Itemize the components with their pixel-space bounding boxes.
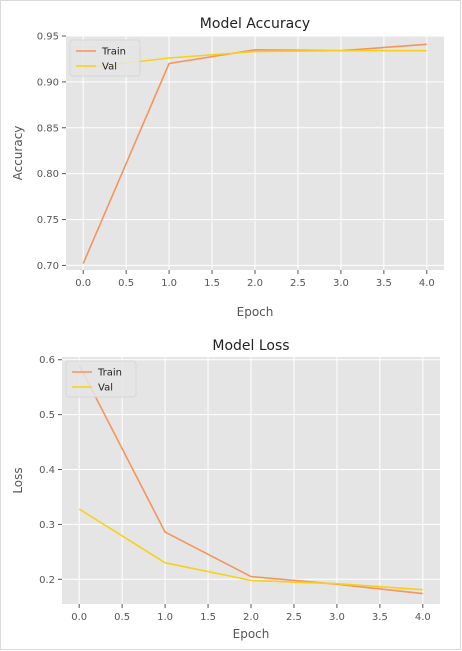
y-tick-label: 0.75 <box>37 215 59 226</box>
chart-1: 0.0 0.5 1.0 1.5 2.0 2.5 3.0 3.5 4.0 0.70 0.75 0.80 0… <box>11 16 444 319</box>
chart-2: 0.0 0.5 1.0 1.5 2.0 2.5 3.0 3.5 4.0 0.2 0.3 0.4 0.5 0… <box>11 338 440 641</box>
y-tick-label: 0.3 <box>39 520 55 531</box>
x-tick-label: 0.0 <box>75 278 91 289</box>
x-axis-label: Epoch <box>233 627 270 641</box>
legend-label-train: Train <box>101 47 126 58</box>
y-tick-label: 0.6 <box>39 355 55 366</box>
y-tick-label: 0.90 <box>37 77 59 88</box>
x-tick-label: 1.5 <box>200 612 216 623</box>
x-tick-label: 4.0 <box>419 278 435 289</box>
x-tick-label: 1.5 <box>204 278 220 289</box>
legend-label-val: Val <box>102 62 117 73</box>
x-tick-label: 4.0 <box>415 612 431 623</box>
legend-label-train: Train <box>97 368 122 379</box>
x-tick-label: 2.0 <box>243 612 259 623</box>
x-tick-label: 3.5 <box>372 612 388 623</box>
y-tick-label: 0.80 <box>37 169 59 180</box>
chart-title: Model Accuracy <box>200 16 310 32</box>
x-tick-label: 3.0 <box>333 278 349 289</box>
x-tick-label: 3.0 <box>329 612 345 623</box>
x-tick-label: 0.0 <box>71 612 87 623</box>
x-tick-label: 2.5 <box>290 278 306 289</box>
y-tick-label: 0.85 <box>37 123 59 134</box>
legend-label-val: Val <box>98 383 113 394</box>
y-tick-label: 0.5 <box>39 410 55 421</box>
x-tick-label: 1.0 <box>161 278 177 289</box>
x-tick-label: 0.5 <box>118 278 134 289</box>
y-tick-label: 0.95 <box>37 32 59 43</box>
chart-title: Model Loss <box>212 338 289 354</box>
y-tick-label: 0.70 <box>37 261 59 272</box>
x-tick-label: 3.5 <box>376 278 392 289</box>
x-tick-label: 2.5 <box>286 612 302 623</box>
x-tick-label: 1.0 <box>157 612 173 623</box>
y-axis-label: Accuracy <box>11 126 25 181</box>
x-tick-label: 2.0 <box>247 278 263 289</box>
x-axis-label: Epoch <box>237 305 274 319</box>
y-tick-label: 0.4 <box>39 465 55 476</box>
x-tick-label: 0.5 <box>114 612 130 623</box>
y-tick-label: 0.2 <box>39 575 55 586</box>
y-axis-label: Loss <box>11 467 25 493</box>
